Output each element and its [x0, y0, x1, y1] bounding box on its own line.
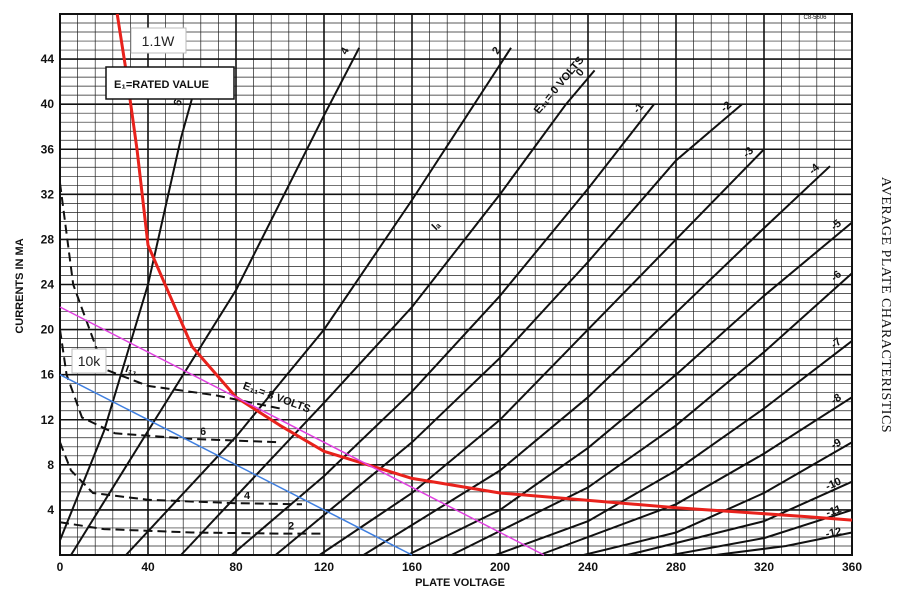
plate-curve-ec1-neg10	[627, 480, 853, 556]
legend-box-frame	[105, 66, 235, 100]
y-tick-label: 4	[47, 503, 54, 517]
plate-curve-label: 2	[490, 45, 503, 57]
screen-grid-curves	[59, 182, 324, 535]
y-tick-label: 16	[41, 368, 55, 382]
y-tick-label: 20	[41, 323, 55, 337]
plot-frame	[59, 13, 853, 556]
reference-code: C8-5606	[803, 15, 827, 21]
screen-curve-label: 6	[200, 426, 206, 438]
plate-curve-ec1-neg4	[363, 165, 831, 556]
x-tick-label: 320	[754, 560, 774, 574]
plate-curve-ec1-neg2	[274, 103, 743, 556]
screen-curve-label: 4	[244, 490, 251, 502]
plate-curve-ec1-neg6	[451, 272, 853, 556]
legend-box-text: E₁=RATED VALUE	[114, 79, 209, 91]
plate-curve-label: -11	[825, 503, 843, 519]
x-tick-label: 120	[314, 560, 334, 574]
screen-curve-4	[59, 441, 303, 506]
plate-curve-ec1-neg5	[407, 221, 853, 556]
legend-box: E₁=RATED VALUE	[105, 66, 235, 100]
screen-current-label: I₁₁	[124, 363, 140, 379]
y-tick-label: 24	[41, 278, 55, 292]
y-tick-label: 28	[41, 232, 55, 246]
plot-border	[59, 13, 853, 556]
x-tick-label: 200	[490, 560, 510, 574]
overlay-label-1-1w: 1.1W	[130, 27, 187, 54]
x-tick-label: 360	[842, 560, 862, 574]
plate-curve-ec1-0	[180, 69, 596, 556]
plate-curve-ec1-neg1	[230, 103, 655, 556]
overlay-lines	[59, 13, 853, 556]
plate-curve-ec1-6	[59, 98, 193, 541]
plate-curve-label: 6	[172, 98, 185, 107]
load-line-magenta	[59, 306, 545, 556]
plate-curve-label: -10	[824, 476, 843, 493]
x-axis-title: PLATE VOLTAGE	[415, 577, 505, 589]
plate-curve-ec1-neg8	[539, 396, 853, 556]
overlay-label-10k-text: 10k	[78, 353, 102, 369]
x-tick-label: 40	[141, 560, 155, 574]
plate-curve-ec1-neg9	[583, 441, 853, 556]
screen-curve-8	[59, 182, 281, 410]
x-tick-label: 80	[229, 560, 243, 574]
plate-curve-ec1-neg7	[495, 340, 853, 556]
load-line-10k	[59, 374, 413, 556]
screen-curve-2	[59, 521, 324, 535]
screen-curve-label: 2	[288, 521, 294, 533]
y-tick-labels: 4 8 12 16 20 24 28 32 36 40 44	[41, 52, 55, 517]
plate-curve-ec1-neg12	[715, 531, 853, 556]
plate-curves	[59, 47, 853, 556]
y-tick-label: 8	[47, 458, 54, 472]
x-tick-label: 0	[57, 560, 64, 574]
chart-title: AVERAGE PLATE CHARACTERISTICS	[878, 177, 893, 433]
y-tick-label: 12	[41, 413, 55, 427]
y-tick-label: 36	[41, 142, 55, 156]
y-tick-label: 32	[41, 187, 55, 201]
overlay-label-1-1w-box	[130, 27, 187, 54]
plate-curve-ec1-4	[70, 47, 361, 556]
plate-curve-label: -12	[825, 526, 843, 541]
overlay-label-10k-box	[71, 348, 107, 374]
overlay-label-10k: 10k	[71, 348, 107, 374]
x-tick-labels: 0 40 80 120 160 200 240 280 320 360	[57, 560, 863, 574]
plate-curve-ec1-neg3	[319, 148, 765, 556]
y-tick-label: 44	[41, 52, 55, 66]
plate-curve-ec1-2	[125, 47, 512, 556]
overlay-label-1-1w-text: 1.1W	[142, 33, 175, 49]
y-tick-label: 40	[41, 97, 55, 111]
plate-curve-label: 4	[338, 45, 352, 57]
y-axis-title: CURRENTS IN MA	[14, 238, 26, 333]
x-tick-label: 240	[578, 560, 598, 574]
x-tick-label: 280	[666, 560, 686, 574]
x-tick-label: 160	[402, 560, 422, 574]
power-curve-1-1w	[115, 13, 853, 522]
